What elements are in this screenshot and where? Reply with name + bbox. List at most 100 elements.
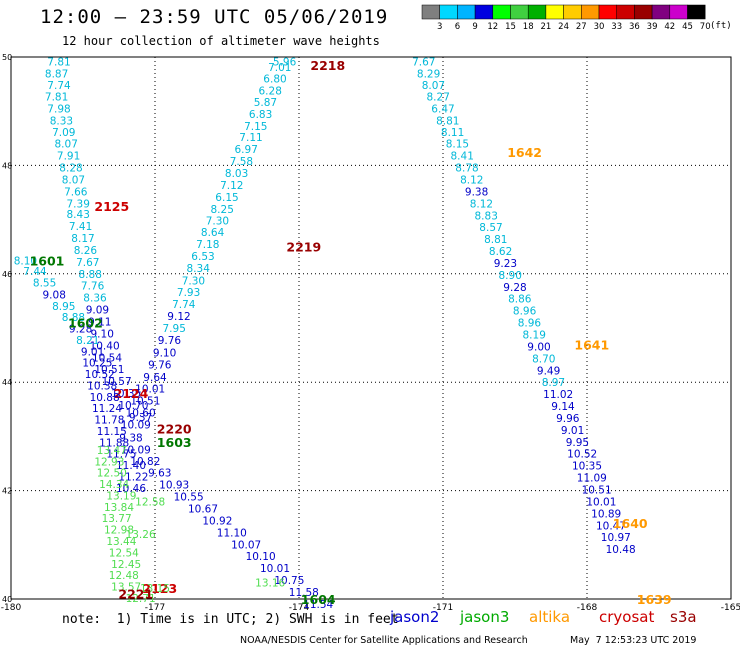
chart-title: 12:00 — 23:59 UTC 05/06/2019 (40, 6, 389, 28)
color-scale-swatch (457, 4, 476, 20)
color-scale-label: 24 (558, 22, 569, 32)
wave-height-value: 8.88 (62, 312, 85, 324)
x-tick-label: -168 (577, 603, 598, 613)
wave-height-value: 10.09 (121, 419, 151, 431)
color-scale-label: 15 (505, 22, 516, 32)
footer-note: note: 1) Time is in UTC; 2) SWH is in fe… (62, 612, 399, 627)
wave-height-value: 11.88 (99, 437, 129, 449)
wave-height-value: 10.67 (188, 503, 218, 515)
color-scale-swatch (492, 4, 511, 20)
wave-height-value: 8.62 (489, 246, 512, 258)
wave-height-value: 9.96 (556, 413, 580, 425)
color-scale-label: 36 (629, 22, 640, 32)
track-time-label: 1603 (157, 435, 192, 450)
wave-height-value: 10.46 (116, 483, 146, 495)
wave-height-value: 6.28 (259, 86, 282, 98)
wave-height-value: 10.75 (274, 575, 304, 587)
color-scale-swatch (474, 4, 494, 20)
y-tick-label: 50 (2, 53, 12, 62)
color-scale-label: 39 (647, 22, 658, 32)
wave-height-value: 9.63 (148, 468, 171, 480)
x-tick-label: -165 (721, 603, 740, 613)
wave-height-value: 8.03 (225, 168, 248, 180)
wave-height-value: 8.17 (71, 233, 94, 245)
wave-height-value: 11.58 (289, 587, 319, 599)
color-scale-swatch (563, 4, 582, 20)
wave-height-value: 9.08 (43, 289, 66, 301)
wave-height-value: 10.97 (601, 532, 631, 544)
wave-height-value: 7.98 (47, 103, 70, 115)
wave-height-value: 9.76 (158, 335, 182, 347)
wave-height-value: 8.97 (542, 377, 565, 389)
wave-height-value: 8.87 (45, 68, 68, 80)
wave-height-value: 8.55 (33, 277, 56, 289)
wave-height-value: 8.26 (74, 245, 98, 257)
y-tick-label: 42 (2, 487, 12, 496)
mission-altika: altika (529, 608, 571, 626)
wave-height-value: 7.93 (177, 287, 200, 299)
wave-height-value: 12.98 (104, 525, 134, 537)
color-scale-swatch (598, 4, 617, 20)
wave-height-value: 11.09 (577, 473, 607, 485)
wave-height-value: 8.78 (455, 163, 478, 175)
color-scale-swatch (545, 4, 564, 20)
wave-height-value: 7.67 (412, 56, 435, 68)
wave-height-value: 13.44 (106, 536, 136, 548)
mission-jason3: jason3 (460, 608, 510, 626)
wave-height-value: 7.41 (69, 221, 92, 233)
color-scale-label: 6 (455, 22, 460, 32)
wave-height-value: 7.30 (206, 216, 229, 228)
wave-height-value: 6.15 (215, 192, 238, 204)
wave-height-value: 8.86 (508, 294, 532, 306)
wave-height-value: 10.88 (90, 392, 120, 404)
chart-subtitle: 12 hour collection of altimeter wave hei… (62, 34, 380, 48)
color-scale-label: 12 (487, 22, 498, 32)
wave-height-value: 10.54 (92, 352, 122, 364)
wave-height-value: 14.34 (99, 479, 129, 491)
wave-height-value: 8.64 (201, 227, 225, 239)
wave-height-value: 7.91 (57, 151, 80, 163)
wave-height-value: 10.47 (596, 520, 626, 532)
wave-height-value: 10.48 (606, 544, 636, 556)
wave-height-value: 13.26 (126, 529, 156, 541)
wave-height-value: 11.02 (543, 389, 573, 401)
wave-height-value: 12.58 (135, 496, 165, 508)
wave-height-value: 10.55 (174, 492, 204, 504)
wave-height-value: 8.07 (62, 174, 85, 186)
wave-height-value: 8.88 (79, 269, 102, 281)
x-tick-label: -180 (1, 603, 22, 613)
wave-height-value: 9.01 (561, 425, 584, 437)
wave-height-value: 11.15 (97, 426, 127, 438)
wave-height-value: 9.09 (86, 305, 109, 317)
wave-height-value: 10.93 (159, 480, 189, 492)
color-scale-label: 3 (437, 22, 442, 32)
wave-height-value: 8.07 (422, 80, 445, 92)
color-scale-label: 45 (682, 22, 693, 32)
mission-jason2: jason2 (390, 608, 440, 626)
wave-height-value: 8.36 (83, 293, 107, 305)
wave-height-value: 8.43 (67, 209, 90, 221)
wave-height-value: 6.83 (249, 109, 272, 121)
color-scale-label: 30 (594, 22, 605, 32)
wave-height-value: 9.28 (503, 282, 526, 294)
wave-height-value: 12.48 (109, 570, 139, 582)
wave-height-value: 13.16 (255, 578, 285, 590)
wave-height-value: 12.45 (111, 559, 141, 571)
wave-height-value: 9.64 (143, 372, 167, 384)
wave-height-value: 8.11 (441, 127, 464, 139)
wave-height-value: 11.24 (92, 403, 122, 415)
track-time-label: 1639 (637, 592, 672, 607)
wave-height-value: 10.92 (202, 515, 232, 527)
wave-height-value: 12.93 (94, 456, 124, 468)
wave-height-value: 8.96 (513, 306, 537, 318)
wave-height-value: 13.57 (111, 582, 141, 594)
color-scale-swatch (687, 4, 706, 20)
wave-height-value: 9.37 (129, 412, 152, 424)
wave-height-value: 8.41 (451, 151, 474, 163)
wave-height-value: 9.10 (153, 347, 176, 359)
wave-height-value: 10.38 (87, 380, 117, 392)
wave-height-value: 9.23 (494, 258, 517, 270)
track-time-label: 1642 (507, 145, 542, 160)
wave-height-value: 6.53 (191, 251, 214, 263)
wave-height-value: 10.89 (591, 508, 621, 520)
